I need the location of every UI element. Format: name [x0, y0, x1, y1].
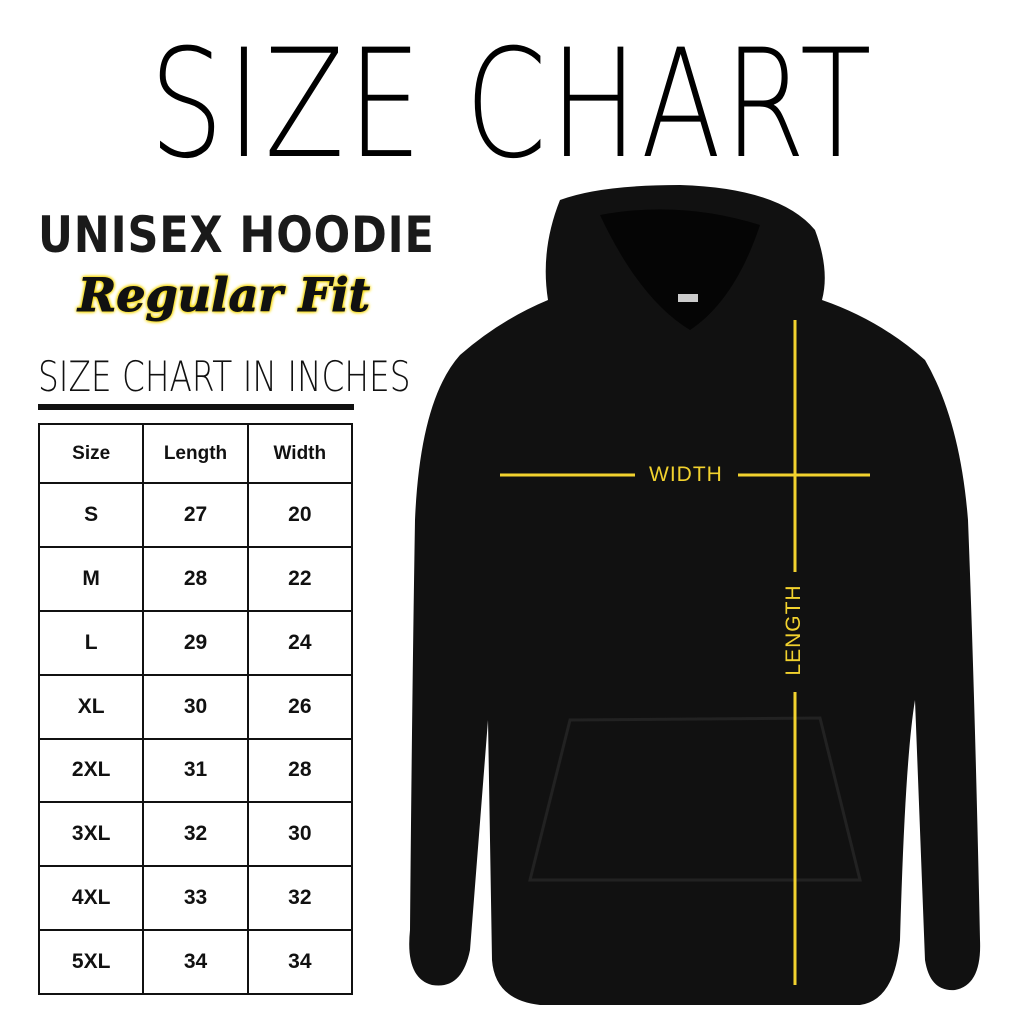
- size-cell: 5XL: [37, 929, 145, 995]
- width-cell: 22: [246, 546, 354, 612]
- table-row: 5XL 34 34: [37, 929, 354, 995]
- neck-label: [678, 294, 698, 302]
- size-cell: XL: [37, 673, 145, 740]
- table-row: L 29 24: [37, 609, 354, 676]
- length-cell: 31: [142, 737, 249, 804]
- width-cell: 28: [246, 737, 354, 804]
- hoodie-diagram: [409, 185, 981, 1005]
- product-name: UNISEX HOODIE: [38, 206, 435, 264]
- size-table: Size Length Width S 27 20 M 28 22 L 29 24 XL 30 26 2…: [37, 422, 354, 995]
- width-cell: 26: [246, 673, 354, 740]
- size-cell: S: [37, 482, 145, 549]
- heading-underline: [38, 404, 354, 410]
- width-cell: 30: [246, 801, 354, 868]
- length-cell: 29: [142, 609, 249, 676]
- size-cell: 4XL: [37, 865, 145, 932]
- table-row: S 27 20: [37, 482, 354, 549]
- table-row: 4XL 33 32: [37, 865, 354, 932]
- width-label: WIDTH: [649, 463, 723, 486]
- width-cell: 34: [246, 929, 354, 995]
- page-title: SIZE CHART: [149, 18, 875, 192]
- size-cell: 2XL: [37, 737, 145, 804]
- size-cell: 3XL: [37, 801, 145, 868]
- length-cell: 33: [142, 865, 249, 932]
- table-row: M 28 22: [37, 546, 354, 612]
- length-cell: 27: [142, 482, 249, 549]
- units-heading: SIZE CHART IN INCHES: [38, 352, 411, 401]
- length-cell: 32: [142, 801, 249, 868]
- kangaroo-pocket: [528, 716, 862, 882]
- header-cell: Width: [246, 422, 354, 485]
- header-cell: Length: [142, 422, 249, 485]
- size-cell: L: [37, 609, 145, 676]
- header-cell: Size: [37, 422, 145, 485]
- table-header-row: Size Length Width: [37, 422, 354, 485]
- length-cell: 34: [142, 929, 249, 995]
- hoodie-silhouette: [409, 185, 981, 1005]
- width-cell: 32: [246, 865, 354, 932]
- hood-opening: [600, 209, 760, 330]
- length-cell: 28: [142, 546, 249, 612]
- size-cell: M: [37, 546, 145, 612]
- measurement-lines: [500, 320, 870, 985]
- length-cell: 30: [142, 673, 249, 740]
- width-cell: 24: [246, 609, 354, 676]
- table-row: 3XL 32 30: [37, 801, 354, 868]
- table-row: XL 30 26: [37, 673, 354, 740]
- width-cell: 20: [246, 482, 354, 549]
- fit-label: Regular Fit: [77, 268, 371, 323]
- table-row: 2XL 31 28: [37, 737, 354, 804]
- length-label: LENGTH: [782, 584, 805, 676]
